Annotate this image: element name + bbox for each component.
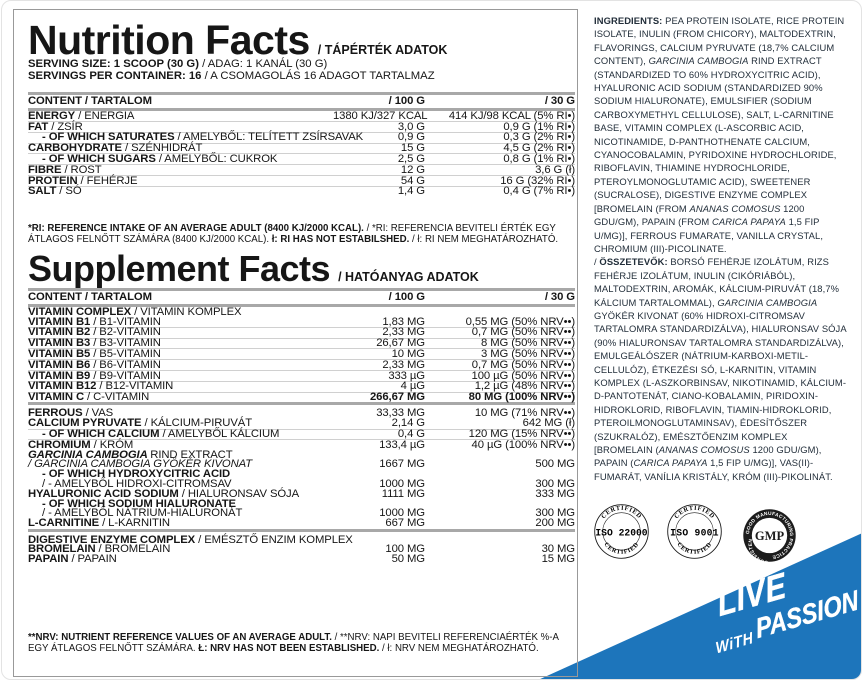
svg-text:CERTIFIED: CERTIFIED xyxy=(602,541,640,556)
svg-text:CERTIFIED: CERTIFIED xyxy=(675,541,713,556)
svg-text:ISO 9001: ISO 9001 xyxy=(670,527,719,538)
svg-text:ISO 22000: ISO 22000 xyxy=(595,527,647,538)
svg-text:GMP: GMP xyxy=(755,529,785,543)
